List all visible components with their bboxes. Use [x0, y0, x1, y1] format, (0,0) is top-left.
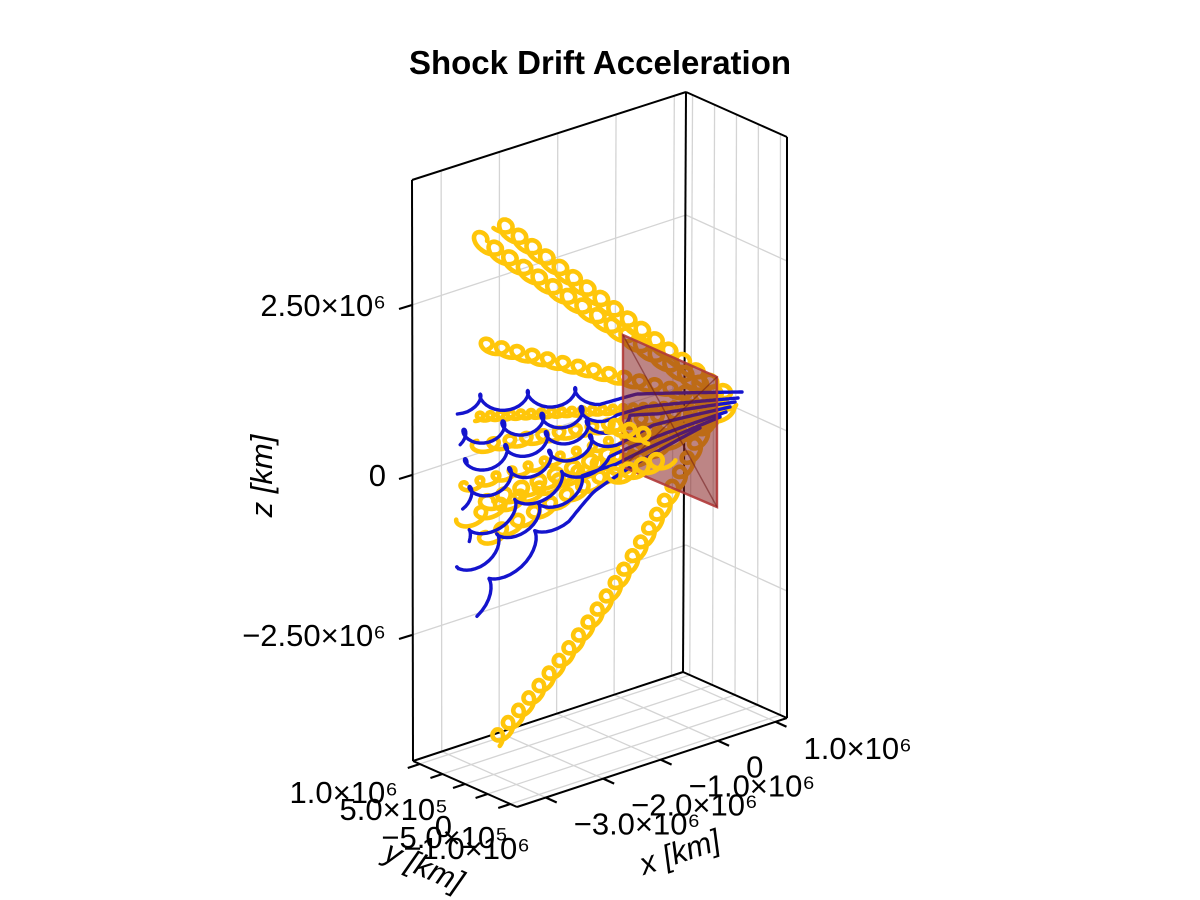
y-tick-label: 5.0×10⁵ — [339, 792, 448, 827]
axis-tick-labels: 2.50×10⁶0−2.50×10⁶1.0×10⁶5.0×10⁵0−5.0×10… — [242, 288, 912, 866]
x-tick-label: −2.0×10⁶ — [631, 788, 758, 823]
y-tick-mark — [497, 802, 511, 810]
grid-line — [464, 694, 736, 785]
box-edge — [685, 91, 788, 138]
x-tick-mark — [717, 739, 730, 747]
x-tick-mark — [602, 777, 615, 785]
y-tick-mark — [475, 792, 488, 800]
grid-line — [419, 674, 690, 765]
grid-line — [685, 544, 788, 592]
x-tick-mark — [545, 796, 558, 804]
x-tick-mark — [775, 720, 787, 728]
z-tick-mark — [398, 303, 413, 311]
y-tick-label: 1.0×10⁶ — [290, 775, 398, 810]
z-tick-label: 2.50×10⁶ — [260, 288, 386, 323]
grid-line — [756, 124, 760, 705]
y-tick-mark — [452, 782, 466, 790]
box-edge — [411, 179, 414, 762]
box-edge — [516, 717, 788, 808]
grid-line — [440, 170, 443, 752]
y-tick-label: 0 — [435, 809, 452, 844]
x-tick-label: 0 — [746, 750, 763, 785]
y-tick-mark — [407, 762, 421, 770]
x-tick-mark — [660, 758, 673, 766]
y-tick-label: −1.0×10⁶ — [403, 831, 530, 866]
y-tick-label: −5.0×10⁵ — [381, 820, 508, 855]
z-tick-mark — [398, 633, 413, 641]
grid-line — [411, 544, 687, 636]
grid-line — [685, 214, 788, 262]
grid-line — [487, 704, 758, 795]
grid-line — [411, 214, 687, 306]
z-tick-mark — [398, 473, 413, 481]
foreground-helix-segment — [605, 451, 678, 485]
foreground-helix-segment — [603, 417, 652, 446]
plot-title: Shock Drift Acceleration — [408, 44, 792, 81]
axes-box-edges — [411, 91, 788, 808]
x-tick-label: −1.0×10⁶ — [689, 769, 816, 804]
box-edge — [411, 91, 687, 181]
z-tick-label: 0 — [369, 458, 386, 493]
grid-line — [510, 714, 781, 805]
shock-plane-diagonal — [622, 334, 718, 508]
x-tick-label: −3.0×10⁶ — [574, 807, 701, 842]
grid-line — [555, 133, 559, 714]
x-tick-label: 1.0×10⁶ — [803, 731, 911, 766]
z-axis-label: z [km] — [244, 433, 279, 518]
box-edge — [682, 671, 788, 719]
grid-line — [442, 684, 713, 775]
shock-plane-diagonal — [622, 376, 718, 468]
box-edge — [412, 760, 518, 808]
y-tick-mark — [430, 772, 443, 780]
z-tick-label: −2.50×10⁶ — [242, 618, 386, 653]
foreground-trajectory-segments — [603, 417, 678, 485]
axis-tick-marks — [398, 303, 787, 810]
box-edge — [412, 671, 684, 762]
shock-plane-group — [621, 333, 719, 509]
